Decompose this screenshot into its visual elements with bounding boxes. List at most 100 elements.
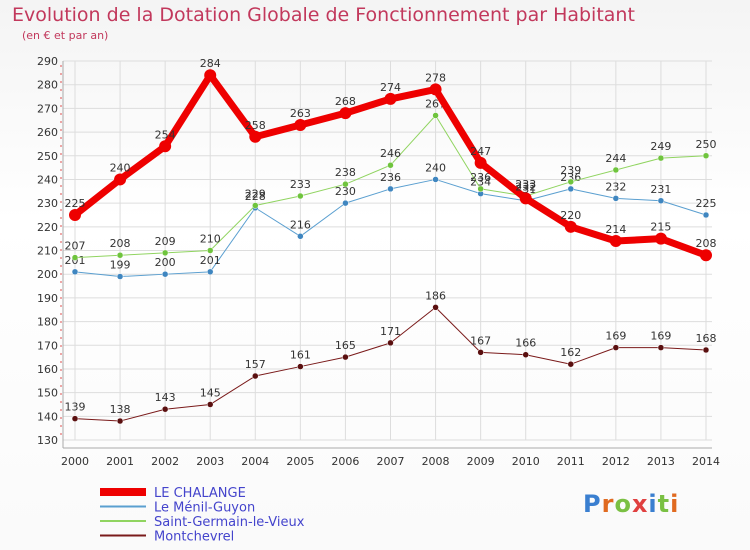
x-tick-label: 2012 xyxy=(602,455,630,468)
data-label-le-chalange: 214 xyxy=(605,223,626,236)
data-point-le-chalange xyxy=(249,130,262,143)
data-label-le-chalange: 263 xyxy=(290,107,311,120)
data-label-le-chalange: 247 xyxy=(470,145,491,158)
data-label-le-chalange: 274 xyxy=(380,81,401,94)
data-label-saint-germain-le-vieux: 238 xyxy=(335,166,356,179)
legend-label-le-chalange: LE CHALANGE xyxy=(154,486,246,501)
data-label-le-m-nil-guyon: 228 xyxy=(245,190,266,203)
data-point-saint-germain-le-vieux xyxy=(387,161,394,169)
proxiti-logo: Proxiti xyxy=(583,490,680,518)
data-point-montchevrel xyxy=(657,344,665,351)
data-label-le-chalange: 220 xyxy=(560,209,581,222)
x-tick-label: 2010 xyxy=(512,455,540,468)
page-title: Evolution de la Dotation Globale de Fonc… xyxy=(12,4,635,26)
data-label-saint-germain-le-vieux: 208 xyxy=(110,237,131,250)
x-tick-label: 2009 xyxy=(467,455,495,468)
data-point-le-m-nil-guyon xyxy=(432,176,439,183)
y-tick-label: 280 xyxy=(37,79,58,92)
data-point-le-chalange xyxy=(294,118,307,131)
data-point-le-chalange xyxy=(384,92,397,105)
data-label-le-m-nil-guyon: 201 xyxy=(200,254,221,267)
y-tick-label: 250 xyxy=(37,150,58,163)
data-point-le-m-nil-guyon xyxy=(161,270,169,278)
data-point-le-m-nil-guyon xyxy=(71,268,79,276)
data-point-montchevrel xyxy=(116,417,124,425)
x-tick-label: 2004 xyxy=(241,455,269,468)
y-tick-label: 260 xyxy=(37,126,58,139)
data-point-saint-germain-le-vieux xyxy=(567,178,575,186)
data-point-saint-germain-le-vieux xyxy=(657,154,665,162)
data-label-montchevrel: 165 xyxy=(335,339,356,352)
y-tick-label: 240 xyxy=(37,173,58,186)
data-label-saint-germain-le-vieux: 233 xyxy=(515,178,536,191)
y-tick-label: 270 xyxy=(37,102,58,115)
data-label-montchevrel: 138 xyxy=(110,403,131,416)
x-tick-label: 2007 xyxy=(377,455,405,468)
data-label-le-chalange: 268 xyxy=(335,95,356,108)
data-label-le-chalange: 240 xyxy=(110,161,131,174)
data-point-saint-germain-le-vieux xyxy=(297,192,304,200)
data-point-le-chalange xyxy=(474,156,487,169)
x-tick-label: 2013 xyxy=(647,455,675,468)
data-point-le-chalange xyxy=(69,208,81,221)
y-tick-label: 160 xyxy=(37,363,58,376)
y-tick-label: 140 xyxy=(37,410,58,423)
data-label-saint-germain-le-vieux: 246 xyxy=(380,147,401,160)
y-tick-label: 220 xyxy=(37,221,58,234)
data-point-montchevrel xyxy=(612,344,620,351)
x-tick-label: 2011 xyxy=(557,455,585,468)
data-label-le-chalange: 258 xyxy=(245,119,266,132)
data-label-le-chalange: 215 xyxy=(650,221,671,234)
data-label-le-chalange: 254 xyxy=(155,128,176,141)
data-label-le-chalange: 208 xyxy=(696,237,717,250)
data-point-montchevrel xyxy=(567,360,575,368)
data-label-montchevrel: 139 xyxy=(65,401,86,414)
data-point-saint-germain-le-vieux xyxy=(116,251,124,259)
data-point-le-m-nil-guyon xyxy=(657,197,665,205)
x-tick-label: 2006 xyxy=(331,455,359,468)
data-label-le-m-nil-guyon: 230 xyxy=(335,185,356,198)
data-point-le-chalange xyxy=(429,83,442,96)
x-tick-label: 2014 xyxy=(692,455,720,468)
data-point-montchevrel xyxy=(297,363,304,370)
data-point-montchevrel xyxy=(71,415,79,422)
y-tick-label: 290 xyxy=(37,55,58,68)
data-label-saint-germain-le-vieux: 244 xyxy=(605,152,626,165)
data-label-montchevrel: 167 xyxy=(470,334,491,347)
data-point-le-chalange xyxy=(204,69,217,82)
data-label-saint-germain-le-vieux: 210 xyxy=(200,233,221,246)
data-label-le-chalange: 284 xyxy=(200,57,221,70)
data-point-le-m-nil-guyon xyxy=(567,185,575,193)
data-point-montchevrel xyxy=(387,339,394,347)
data-point-montchevrel xyxy=(342,353,349,361)
data-point-montchevrel xyxy=(161,405,169,413)
data-label-saint-germain-le-vieux: 209 xyxy=(155,235,176,248)
y-tick-label: 230 xyxy=(37,197,58,210)
data-label-saint-germain-le-vieux: 233 xyxy=(290,178,311,191)
data-label-saint-germain-le-vieux: 236 xyxy=(470,171,491,184)
data-point-le-chalange xyxy=(609,235,622,248)
data-label-le-chalange: 225 xyxy=(65,197,86,210)
legend-label-montchevrel: Montchevrel xyxy=(154,530,234,545)
data-point-le-chalange xyxy=(700,249,712,262)
data-label-le-m-nil-guyon: 199 xyxy=(110,259,131,272)
x-tick-label: 2008 xyxy=(422,455,450,468)
y-tick-label: 200 xyxy=(37,268,58,281)
data-point-le-m-nil-guyon xyxy=(387,185,394,193)
data-label-le-m-nil-guyon: 236 xyxy=(380,171,401,184)
data-point-montchevrel xyxy=(477,349,484,356)
data-point-saint-germain-le-vieux xyxy=(342,180,349,188)
data-point-le-m-nil-guyon xyxy=(612,195,620,202)
data-point-le-chalange xyxy=(519,192,532,205)
data-point-montchevrel xyxy=(206,401,214,408)
data-label-montchevrel: 161 xyxy=(290,349,311,362)
data-label-montchevrel: 143 xyxy=(155,391,176,404)
data-point-le-m-nil-guyon xyxy=(116,273,124,280)
x-tick-label: 2001 xyxy=(106,455,134,468)
y-tick-label: 190 xyxy=(37,292,58,305)
data-label-montchevrel: 166 xyxy=(515,337,536,350)
legend-label-saint-germain-le-vieux: Saint-Germain-le-Vieux xyxy=(154,515,305,530)
data-label-le-m-nil-guyon: 240 xyxy=(425,161,446,174)
